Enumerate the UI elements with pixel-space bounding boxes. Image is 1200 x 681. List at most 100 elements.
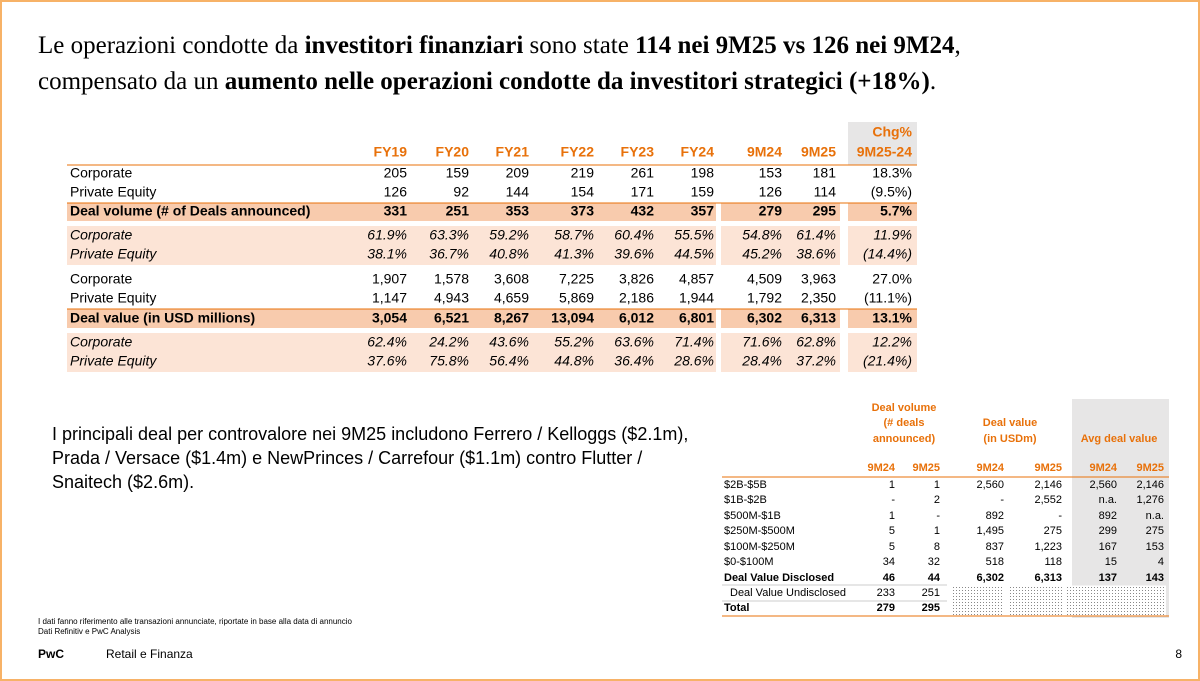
row-label: $500M-$1B: [724, 510, 781, 522]
cell: 159: [446, 165, 470, 181]
row-label: Private Equity: [70, 290, 156, 306]
cell: 5: [889, 525, 895, 537]
headline-segment: sono state: [523, 32, 636, 59]
cell: 15: [1105, 556, 1117, 568]
cell: 279: [759, 203, 783, 219]
row-band: [721, 333, 840, 372]
cell: 75.8%: [429, 353, 469, 369]
cell: 892: [986, 510, 1004, 522]
cell: (21.4%): [863, 353, 912, 369]
cell: 44.8%: [554, 353, 594, 369]
cell: 1,276: [1136, 494, 1164, 506]
undisclosed-cell: [1008, 600, 1064, 616]
cell: 71.6%: [742, 334, 782, 350]
cell: 63.6%: [614, 334, 654, 350]
group-header: announced): [873, 433, 936, 445]
group-header: Deal value: [983, 417, 1037, 429]
column-shade: [1072, 399, 1169, 618]
headline-segment: compensato da un: [38, 68, 225, 95]
cell: 6,313: [801, 310, 836, 326]
undisclosed-cell: [1110, 585, 1166, 601]
cell: 233: [877, 587, 895, 599]
cell: 1,907: [372, 271, 407, 287]
headline-segment: ,: [954, 32, 961, 59]
cell: 5: [889, 541, 895, 553]
cell: 40.8%: [489, 246, 529, 262]
column-header: FY19: [374, 144, 408, 160]
cell: 12.2%: [872, 334, 912, 350]
cell: 2,560: [1089, 479, 1117, 491]
cell: 167: [1099, 541, 1117, 553]
cell: 1: [934, 479, 940, 491]
row-label: Corporate: [70, 165, 132, 181]
cell: 181: [813, 165, 837, 181]
cell: 1,495: [976, 525, 1004, 537]
cell: 137: [1099, 572, 1117, 584]
row-label: $2B-$5B: [724, 479, 767, 491]
undisclosed-cell: [1065, 600, 1117, 616]
row-band: [848, 333, 917, 372]
column-header: FY22: [561, 144, 595, 160]
cell: 55.2%: [554, 334, 594, 350]
cell: 56.4%: [489, 353, 529, 369]
header-shade: [848, 122, 917, 165]
row-band: [848, 309, 917, 328]
row-label: Deal Value Undisclosed: [730, 587, 846, 599]
group-header: Avg deal value: [1081, 433, 1158, 445]
cell: 4,857: [679, 271, 714, 287]
paragraph: I principali deal per controvalore nei 9…: [52, 424, 689, 492]
undisclosed-cell: [1065, 585, 1117, 601]
cell: 3,054: [372, 310, 407, 326]
cell: 219: [571, 165, 595, 181]
cell: 251: [446, 203, 470, 219]
cell: 44.5%: [674, 246, 714, 262]
cell: 159: [691, 184, 715, 200]
cell: 13,094: [551, 310, 594, 326]
row-label: Deal Value Disclosed: [724, 572, 834, 584]
headline-segment: aumento nelle operazioni condotte da inv…: [224, 68, 930, 95]
row-band: [721, 203, 840, 221]
cell: 28.6%: [673, 353, 714, 369]
row-label: Total: [724, 602, 749, 614]
row-band: [848, 226, 917, 265]
column-header: 9M24: [976, 462, 1004, 474]
cell: 2,146: [1034, 479, 1062, 491]
cell: 38.1%: [367, 246, 407, 262]
undisclosed-cell: [1110, 600, 1166, 616]
undisclosed-cell: [1008, 585, 1064, 601]
column-header: FY21: [496, 144, 530, 160]
cell: 62.4%: [367, 334, 407, 350]
column-header: 9M24: [867, 462, 895, 474]
cell: 44: [928, 572, 941, 584]
cell: 209: [506, 165, 530, 181]
cell: 24.2%: [428, 334, 469, 350]
row-label: $1B-$2B: [724, 494, 767, 506]
cell: 373: [571, 203, 595, 219]
cell: 5,869: [559, 290, 594, 306]
cell: 92: [453, 184, 469, 200]
headline-segment: 114 nei 9M25 vs 126 nei 9M24: [635, 32, 955, 59]
cell: 518: [986, 556, 1004, 568]
row-label: Deal volume (# of Deals announced): [70, 203, 310, 219]
cell: 6,302: [976, 572, 1004, 584]
row-band: [67, 203, 716, 221]
headline-line: compensato da un aumento nelle operazion…: [38, 68, 1178, 96]
cell: 55.5%: [674, 227, 714, 243]
cell: 13.1%: [872, 310, 912, 326]
cell: 58.7%: [554, 227, 594, 243]
cell: 143: [1146, 572, 1164, 584]
cell: 3,963: [801, 271, 836, 287]
cell: 6,521: [434, 310, 469, 326]
cell: 331: [384, 203, 408, 219]
cell: 892: [1099, 510, 1117, 522]
page-number: 8: [1175, 647, 1182, 661]
cell: 2: [934, 494, 940, 506]
column-header: Chg%: [872, 124, 912, 140]
column-header: 9M25: [1034, 462, 1062, 474]
cell: 41.3%: [554, 246, 594, 262]
cell: 275: [1146, 525, 1164, 537]
cell: 7,225: [559, 271, 594, 287]
column-header: 9M24: [747, 144, 782, 160]
cell: 4,943: [434, 290, 469, 306]
